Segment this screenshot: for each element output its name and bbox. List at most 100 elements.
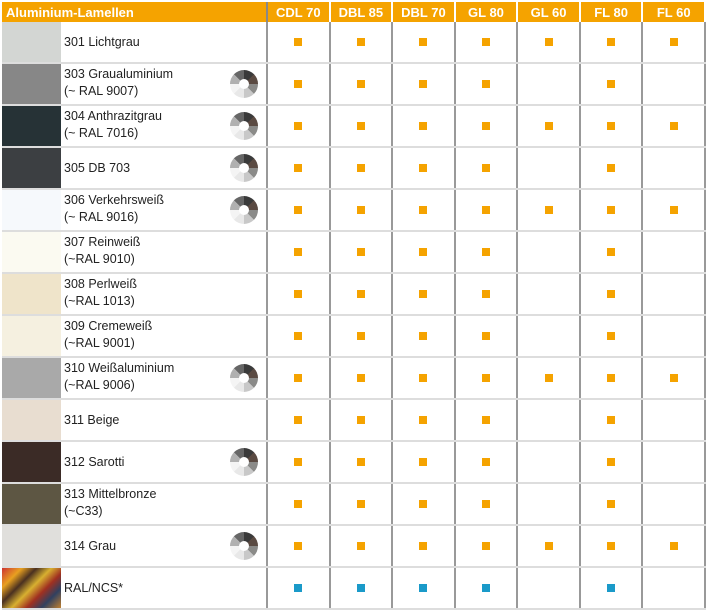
table-row: 308 Perlweiß (~RAL 1013) — [2, 273, 706, 316]
color-swatch — [2, 274, 61, 314]
availability-cell — [579, 525, 644, 568]
available-marker-icon — [481, 542, 490, 550]
ral-reference: (~ RAL 9016) — [64, 210, 139, 224]
color-name-cell: 314 Grau — [2, 525, 268, 568]
availability-cell — [392, 147, 456, 190]
table-row: RAL/NCS* — [2, 567, 706, 610]
available-marker-icon — [419, 122, 428, 130]
available-marker-icon — [481, 290, 490, 298]
availability-cell — [517, 357, 581, 400]
available-marker-icon — [294, 416, 303, 424]
color-name-cell: 307 Reinweiß (~RAL 9010) — [2, 231, 268, 274]
availability-cell — [392, 315, 456, 358]
availability-cell — [579, 441, 644, 484]
availability-cell — [579, 22, 644, 64]
color-name: 309 Cremeweiß — [64, 319, 153, 333]
availability-cell — [267, 273, 331, 316]
availability-cell — [329, 63, 394, 106]
available-marker-icon — [356, 164, 365, 172]
available-marker-icon — [607, 80, 616, 88]
color-name: 308 Perlweiß — [64, 277, 137, 291]
availability-cell — [454, 483, 519, 526]
available-marker-icon — [544, 206, 553, 214]
table-row: 303 Graualuminium (~ RAL 9007) — [2, 63, 706, 106]
available-marker-icon — [294, 584, 303, 592]
availability-cell — [517, 567, 581, 610]
ral-reference: (~ RAL 7016) — [64, 126, 139, 140]
ral-reference: (~ RAL 9007) — [64, 84, 139, 98]
availability-cell — [454, 22, 519, 64]
available-marker-icon — [481, 374, 490, 382]
availability-cell — [517, 147, 581, 190]
available-marker-icon — [356, 290, 365, 298]
available-marker-icon — [481, 206, 490, 214]
availability-cell — [267, 189, 331, 232]
available-marker-icon — [669, 122, 678, 130]
column-header: CDL 70 — [267, 2, 331, 22]
availability-cell — [517, 105, 581, 148]
availability-cell — [642, 147, 706, 190]
available-marker-icon — [481, 80, 490, 88]
availability-cell — [267, 147, 331, 190]
availability-cell — [517, 315, 581, 358]
color-name: 305 DB 703 — [64, 161, 131, 175]
available-marker-icon — [481, 164, 490, 172]
available-marker-icon — [607, 206, 616, 214]
availability-cell — [642, 399, 706, 442]
availability-cell — [392, 567, 456, 610]
color-name: 307 Reinweiß — [64, 235, 141, 249]
color-swatch — [2, 106, 61, 146]
availability-cell — [267, 231, 331, 274]
color-name: 312 Sarotti — [64, 455, 125, 469]
availability-cell — [642, 22, 706, 64]
color-wheel-icon — [230, 70, 258, 98]
availability-cell — [392, 63, 456, 106]
available-marker-icon — [356, 584, 365, 592]
availability-cell — [517, 231, 581, 274]
available-marker-icon — [481, 500, 490, 508]
availability-cell — [392, 441, 456, 484]
availability-cell — [329, 231, 394, 274]
available-marker-icon — [607, 332, 616, 340]
availability-cell — [579, 315, 644, 358]
available-marker-icon — [419, 80, 428, 88]
availability-cell — [642, 525, 706, 568]
color-name-cell: 304 Anthrazitgrau (~ RAL 7016) — [2, 105, 268, 148]
color-name: 310 Weißaluminium — [64, 361, 175, 375]
available-marker-icon — [356, 542, 365, 550]
available-marker-icon — [356, 122, 365, 130]
ral-reference: (~RAL 9006) — [64, 378, 135, 392]
available-marker-icon — [356, 80, 365, 88]
header-row: Aluminium-Lamellen CDL 70 DBL 85 DBL 70 GL … — [2, 2, 706, 22]
available-marker-icon — [481, 38, 490, 46]
availability-cell — [392, 22, 456, 64]
available-marker-icon — [356, 206, 365, 214]
column-header: GL 60 — [517, 2, 581, 22]
available-marker-icon — [294, 542, 303, 550]
available-marker-icon — [356, 374, 365, 382]
available-marker-icon — [669, 542, 678, 550]
availability-cell — [267, 525, 331, 568]
ral-reference: (~RAL 1013) — [64, 294, 135, 308]
available-marker-icon — [607, 248, 616, 256]
available-marker-icon — [356, 332, 365, 340]
available-marker-icon — [481, 584, 490, 592]
available-marker-icon — [294, 332, 303, 340]
table-row: 312 Sarotti — [2, 441, 706, 484]
availability-cell — [642, 63, 706, 106]
color-name-cell: RAL/NCS* — [2, 567, 268, 610]
availability-cell — [579, 399, 644, 442]
availability-cell — [392, 189, 456, 232]
color-name-cell: 309 Cremeweiß (~RAL 9001) — [2, 315, 268, 358]
availability-cell — [517, 273, 581, 316]
available-marker-icon — [607, 416, 616, 424]
color-swatch — [2, 64, 61, 104]
available-marker-icon — [419, 290, 428, 298]
availability-cell — [579, 567, 644, 610]
table-row: 304 Anthrazitgrau (~ RAL 7016) — [2, 105, 706, 148]
column-header: FL 60 — [642, 2, 706, 22]
available-marker-icon — [544, 122, 553, 130]
table-row: 311 Beige — [2, 399, 706, 442]
availability-cell — [454, 189, 519, 232]
available-marker-icon — [481, 458, 490, 466]
